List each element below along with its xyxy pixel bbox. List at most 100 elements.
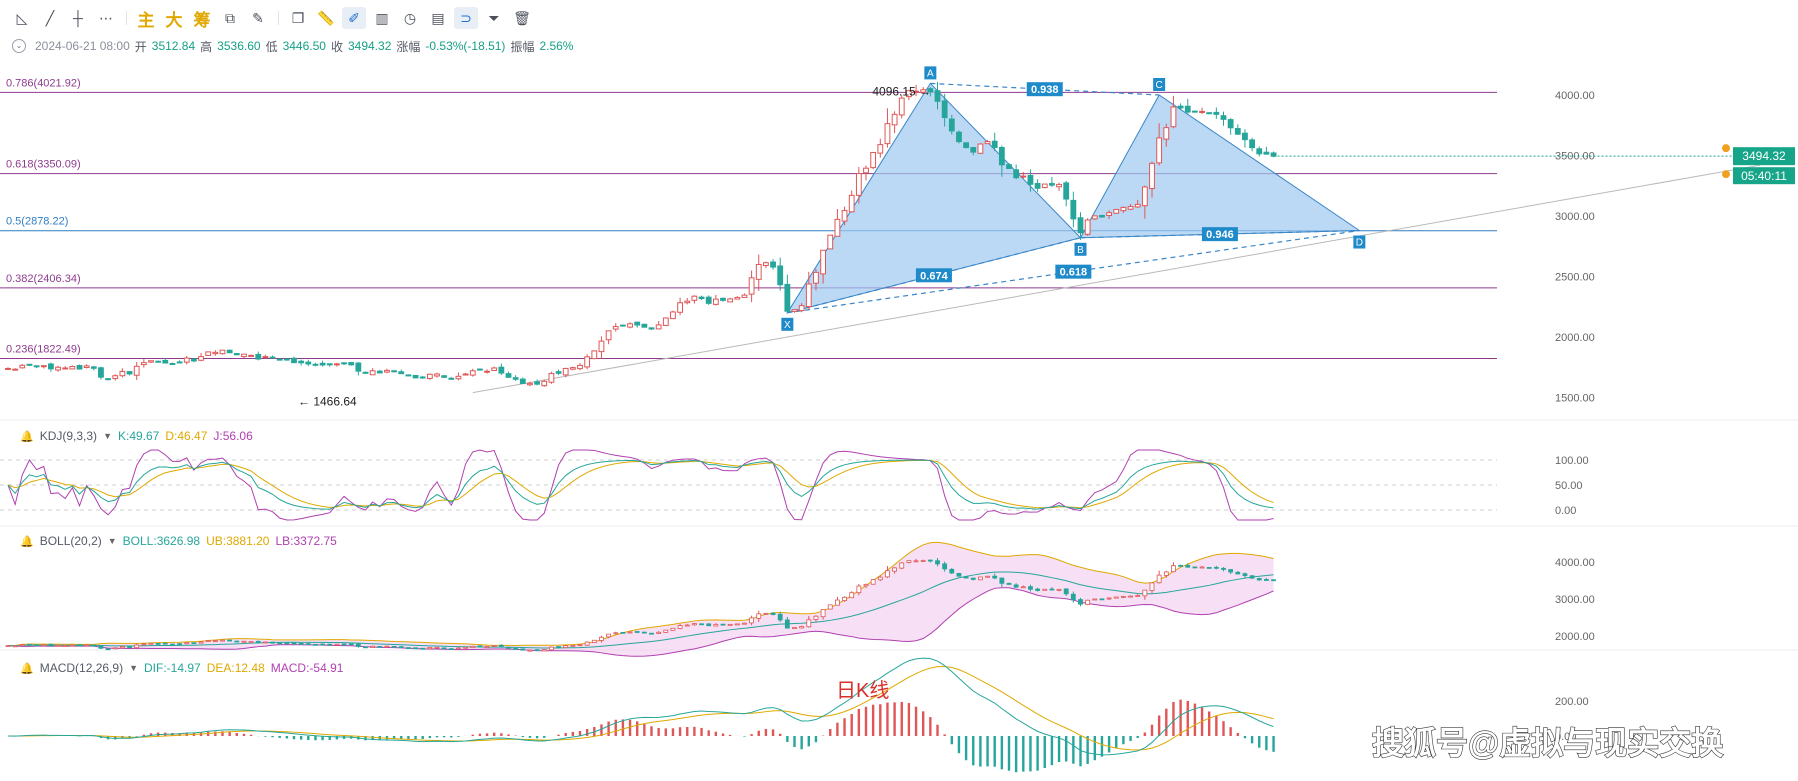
- candle-body: [848, 194, 855, 213]
- candle-body: [441, 375, 448, 378]
- boll-candle-body: [1085, 599, 1091, 605]
- candle-body: [941, 100, 948, 119]
- candle-body: [763, 262, 769, 267]
- candle-body: [40, 365, 47, 368]
- candle-body: [1013, 169, 1020, 179]
- boll-candle-body: [91, 644, 97, 647]
- alert-dot: [1722, 170, 1730, 179]
- boll-candle-body: [12, 645, 18, 648]
- ratio-badge: [1026, 82, 1063, 97]
- kdj-k-line: [7, 459, 1274, 510]
- copy-icon[interactable]: ❐: [291, 9, 305, 26]
- drawing-toolbar: ◺ ╱ ┼ ⋯ 主 大 筹 ⧉ ✎ ❐ 📏 ✐ ▥ ◷ ▤ ⊃ ⏷ 🗑: [0, 0, 1798, 36]
- pattern-point-label: X: [784, 320, 791, 331]
- candle-body: [948, 118, 955, 132]
- candle-body: [362, 371, 369, 374]
- candle-body: [1134, 203, 1141, 208]
- line-icon[interactable]: ╱: [45, 9, 55, 26]
- candle-body: [1177, 105, 1184, 109]
- boll-candle-body: [298, 643, 304, 645]
- collapse-chevron-icon[interactable]: ⌄: [12, 39, 26, 53]
- more-dots-icon[interactable]: ⋯: [99, 9, 113, 26]
- dropdown-caret-icon[interactable]: ▼: [129, 663, 138, 673]
- candle-body: [1206, 112, 1213, 115]
- boll-candle-body: [970, 577, 976, 580]
- kdj-d: D:46.47: [165, 429, 208, 443]
- ruler-icon[interactable]: 📏: [317, 9, 335, 26]
- delete-icon[interactable]: 🗑: [513, 9, 531, 26]
- candle-body: [419, 376, 426, 379]
- compare-icon[interactable]: ⧉: [225, 9, 235, 26]
- candle-body: [491, 367, 498, 371]
- candle-body: [319, 362, 326, 366]
- candle-body: [727, 298, 734, 303]
- main-force-button[interactable]: 主: [137, 10, 155, 31]
- magnet-icon[interactable]: ⊃: [454, 7, 478, 29]
- candle-body: [1006, 164, 1012, 169]
- dropdown-caret-icon[interactable]: ▼: [103, 431, 112, 441]
- clock-icon[interactable]: ◷: [403, 9, 417, 26]
- pattern-point-label: C: [1156, 80, 1163, 91]
- candle-body: [734, 296, 741, 300]
- brush-icon[interactable]: ✎: [252, 9, 264, 26]
- boll-candle-body: [141, 643, 147, 646]
- ratio-label: 0.938: [1031, 84, 1059, 96]
- alert-bell-icon[interactable]: 🔔: [20, 535, 34, 548]
- ratio-line-xb: [787, 237, 1081, 314]
- alert-bell-icon[interactable]: 🔔: [20, 430, 34, 443]
- candle-body: [1163, 127, 1170, 140]
- filter-icon[interactable]: ⏷: [488, 9, 500, 26]
- boll-band-fill: [8, 542, 1274, 657]
- candle-body: [334, 363, 340, 366]
- high-price-label: 4096.15 →: [872, 84, 931, 98]
- candle-body: [591, 350, 598, 360]
- boll-name: BOLL(20,2): [39, 534, 102, 548]
- open-value: 3512.84: [151, 39, 196, 53]
- boll-candle-body: [799, 626, 805, 629]
- candle-body: [834, 218, 841, 237]
- fib-level-label: 0.236(1822.49): [6, 343, 81, 355]
- boll-candle-body: [234, 640, 240, 643]
- boll-candle-body: [262, 641, 268, 644]
- candle-body: [1249, 139, 1255, 149]
- candle-body: [777, 265, 784, 286]
- boll-candle-body: [670, 627, 676, 631]
- candle-body: [662, 317, 669, 326]
- boll-candle-body: [863, 583, 869, 587]
- fib-level-label: 0.5(2878.22): [6, 216, 68, 228]
- boll-candle-body: [27, 643, 32, 646]
- macd-dea-line: [7, 665, 1274, 751]
- candle-body: [906, 90, 912, 98]
- dropdown-caret-icon[interactable]: ▼: [107, 536, 117, 546]
- candle-body: [677, 302, 684, 313]
- boll-candle-body: [1206, 567, 1212, 569]
- chip-distribution-button[interactable]: 筹: [193, 10, 211, 31]
- boll-candle-body: [978, 576, 983, 581]
- candle-body: [1077, 217, 1084, 234]
- boll-candle-body: [498, 644, 504, 648]
- note-icon[interactable]: ▤: [431, 9, 445, 26]
- change-label: 涨幅: [396, 39, 421, 54]
- boll-candle-body: [284, 642, 290, 645]
- pattern-point-label: D: [1356, 238, 1363, 249]
- candle-body: [555, 371, 562, 374]
- boll-candle-body: [963, 576, 969, 579]
- toolbar-divider: [278, 11, 279, 25]
- big-order-button[interactable]: 大: [165, 10, 183, 31]
- boll-candle-body: [1185, 565, 1191, 568]
- candle-body: [805, 283, 812, 308]
- trendline-angle-icon[interactable]: ◺: [16, 9, 28, 26]
- candle-body: [191, 358, 197, 362]
- alert-bell-icon[interactable]: 🔔: [20, 662, 34, 675]
- boll-candle-body: [527, 649, 533, 652]
- chart-type-icon[interactable]: ▥: [375, 9, 389, 26]
- boll-candle-body: [1178, 565, 1183, 567]
- candle-body: [1113, 208, 1120, 214]
- candle-body: [984, 141, 991, 145]
- horizontal-line-icon[interactable]: ┼: [73, 10, 83, 26]
- boll-candle-body: [999, 577, 1005, 584]
- draw-mode-icon[interactable]: ✐: [342, 7, 366, 29]
- candle-body: [505, 373, 512, 378]
- candle-body: [920, 89, 927, 93]
